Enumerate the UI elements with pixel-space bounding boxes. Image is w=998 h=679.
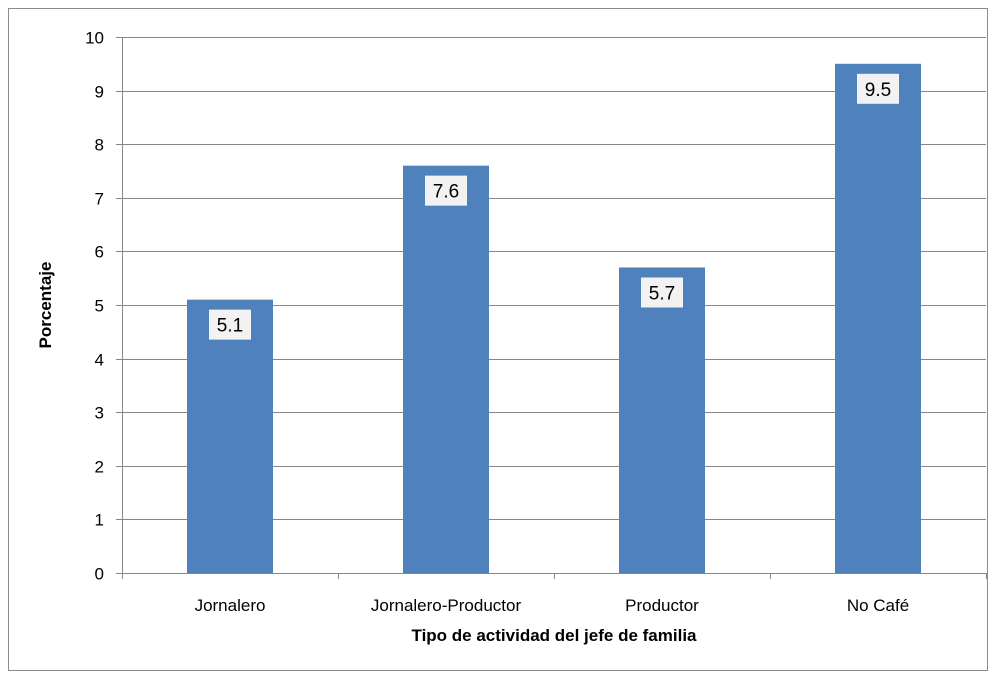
y-tick-label: 10 [85, 29, 104, 48]
y-tick-label: 5 [95, 297, 104, 316]
tick-labels: 0 1 2 3 4 5 6 7 8 9 10 Jornalero Jornalero-Productor… [85, 29, 909, 616]
bar [403, 165, 489, 573]
y-tick-label: 0 [95, 565, 104, 584]
data-label: 9.5 [865, 80, 891, 101]
bar [187, 299, 273, 573]
y-tick-label: 9 [95, 83, 104, 102]
y-tick-label: 7 [95, 190, 104, 209]
data-label-box [209, 309, 251, 340]
x-tick-label: Jornalero [195, 596, 266, 615]
bars [187, 63, 921, 574]
bar-chart: 0 1 2 3 4 5 6 7 8 9 10 Jornalero Jornalero-Productor… [36, 29, 987, 645]
x-tick-label: Jornalero-Productor [371, 596, 522, 615]
x-tick-label: No Café [847, 596, 909, 615]
chart-frame: 0 1 2 3 4 5 6 7 8 9 10 Jornalero Jornalero-Productor… [8, 8, 988, 671]
data-label: 5.1 [217, 316, 243, 337]
data-label-box [641, 277, 683, 308]
x-axis-title: Tipo de actividad del jefe de familia [412, 626, 698, 645]
data-label-box [857, 73, 899, 104]
x-tick-label: Productor [625, 596, 699, 615]
bar [835, 63, 921, 574]
y-tick-label: 4 [95, 351, 104, 370]
y-tick-label: 2 [95, 458, 104, 477]
data-label: 5.7 [649, 283, 675, 304]
data-label: 7.6 [433, 182, 459, 203]
y-axis-title: Porcentaje [36, 262, 55, 349]
y-tick-label: 8 [95, 136, 104, 155]
y-tick-label: 3 [95, 404, 104, 423]
data-label-box [425, 175, 467, 206]
data-labels: 5.1 7.6 5.7 9.5 [209, 73, 899, 340]
y-tick-label: 6 [95, 243, 104, 262]
axes [116, 37, 987, 579]
y-tick-label: 1 [95, 511, 104, 530]
bar [619, 267, 705, 573]
